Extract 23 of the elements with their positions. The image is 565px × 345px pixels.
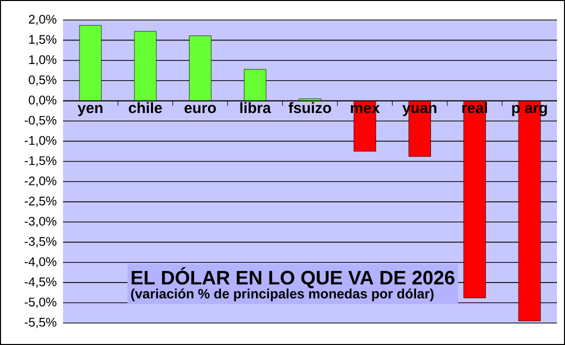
y-tick-label: 1,5% <box>29 35 56 46</box>
y-tick-label: -0,5% <box>24 116 56 126</box>
text: (variación % de principales monedas por dólar) <box>131 288 434 302</box>
x-tick-label: yen <box>78 104 102 116</box>
y-tick-label: -2,5% <box>24 196 56 207</box>
y-tick-label: -4,0% <box>24 257 56 268</box>
y-tick-label: 1,0% <box>29 55 56 66</box>
y-tick-label: -3,5% <box>24 237 56 248</box>
y-tick-label: 0,0% <box>28 96 56 106</box>
y-tick-label: -1,0% <box>24 136 56 146</box>
x-tick-label: fsuizo <box>288 102 332 114</box>
y-tick-label: -4,5% <box>24 277 56 288</box>
y-tick-label: -3,0% <box>24 216 56 228</box>
y-tick-label: -5,5% <box>24 318 56 328</box>
x-tick-label: euro <box>184 104 216 114</box>
y-tick-label: -2,0% <box>24 176 56 187</box>
y-tick-label: 0,5% <box>28 75 56 86</box>
x-tick-label: chile <box>128 102 162 114</box>
x-tick-label: libra <box>240 102 272 114</box>
y-tick-label: -5,0% <box>24 298 56 308</box>
y-tick-label: 2,0% <box>28 14 56 26</box>
text: EL DÓLAR EN LO QUE VA DE 2026 <box>132 267 454 288</box>
y-tick-label: -1,5% <box>24 156 56 167</box>
